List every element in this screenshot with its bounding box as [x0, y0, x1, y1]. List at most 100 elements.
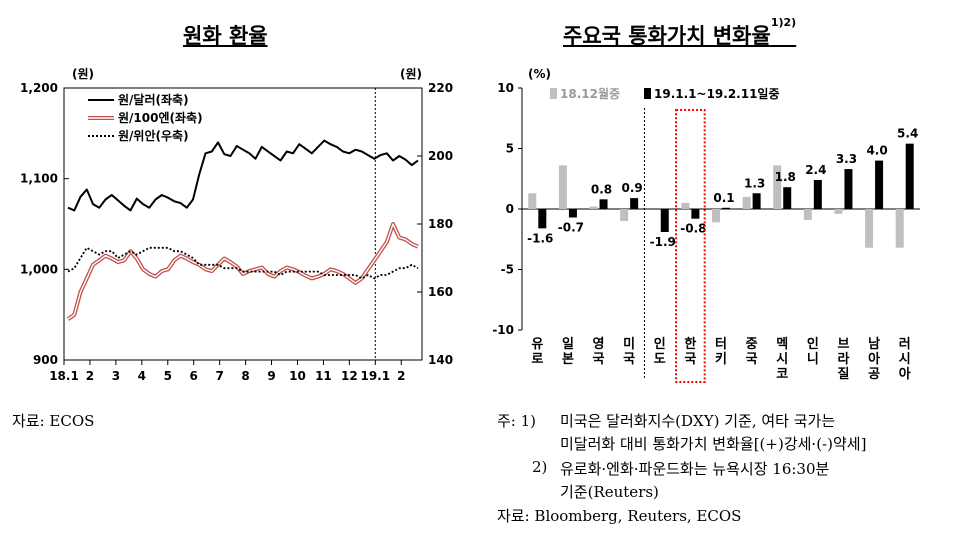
legend-label-black: 19.1.1~19.2.11일중: [654, 87, 780, 101]
bar-value-label-11: 4.0: [866, 144, 887, 158]
bar-gray-12: [895, 209, 904, 248]
left-axis-tick-label: 1,100: [20, 172, 58, 186]
x-axis-tick-label: 6: [190, 369, 198, 383]
x-axis-tick-label: 4: [138, 369, 146, 383]
category-label-7-1: 국: [746, 352, 758, 367]
category-label-2-0: 영: [593, 337, 605, 352]
left-chart-title: 원화 환율: [183, 24, 268, 48]
x-axis-tick-label: 12: [341, 369, 358, 383]
bar-black-1: [568, 209, 577, 218]
category-label-8-0: 멕: [776, 336, 788, 352]
category-label-11-2: 공: [868, 367, 880, 382]
left-axis-tick-label: 1,200: [20, 81, 58, 95]
x-axis-tick-label: 5: [164, 369, 172, 383]
legend-label-2: 원/위안(우축): [118, 128, 189, 143]
category-label-11-0: 남: [868, 336, 880, 352]
legend-swatch-black: [644, 88, 651, 99]
category-label-12-2: 아: [899, 366, 911, 382]
bar-value-label-9: 2.4: [805, 163, 826, 177]
bar-y-axis-tick-label: -5: [501, 263, 514, 277]
left-axis-tick-label: 900: [33, 353, 58, 367]
category-label-9-1: 니: [807, 352, 819, 367]
bar-black-0: [538, 209, 547, 229]
bar-black-9: [813, 179, 822, 209]
bar-black-5: [691, 209, 700, 219]
bar-gray-10: [834, 209, 843, 214]
bar-gray-3: [620, 209, 629, 222]
note-marker-1: 주: 1): [497, 412, 537, 430]
category-label-12-0: 러: [899, 336, 911, 352]
bar-y-axis-tick-label: 10: [497, 81, 514, 95]
bar-y-axis-tick-label: 5: [506, 142, 514, 156]
bar-gray-6: [712, 209, 720, 223]
category-label-8-1: 시: [776, 352, 788, 367]
legend-swatch-gray: [550, 88, 557, 99]
bar-value-label-2: 0.8: [591, 182, 612, 196]
x-axis-tick-label: 10: [289, 369, 306, 383]
legend-label-0: 원/달러(좌축): [118, 92, 189, 107]
right-axis-tick-label: 180: [428, 217, 453, 231]
note-line-3: 2) 유로화·엔화·파운드화는 뉴욕시장 16:30분: [532, 458, 829, 478]
x-axis-tick-label: 3: [112, 369, 120, 383]
category-label-7-0: 중: [746, 337, 758, 352]
category-label-12-1: 시: [899, 352, 911, 367]
bar-value-label-5: -0.8: [680, 222, 706, 236]
right-axis-tick-label: 220: [428, 81, 453, 95]
right-axis-tick-label: 200: [428, 149, 453, 163]
bar-value-label-3: 0.9: [622, 181, 643, 195]
right-chart-title-footnote: 1)2): [770, 16, 797, 29]
right-axis-unit: (원): [400, 67, 422, 81]
category-label-10-0: 브: [837, 337, 849, 352]
left-axis-unit: (원): [72, 67, 94, 81]
category-label-5-1: 국: [684, 352, 696, 367]
series-line-1-inner: [67, 223, 419, 320]
highlight-box: [675, 109, 706, 383]
bar-gray-0: [528, 193, 537, 209]
category-label-0-0: 유: [531, 337, 543, 352]
category-label-3-0: 미: [623, 336, 635, 352]
series-line-2: [67, 246, 419, 280]
category-label-6-0: 터: [715, 336, 727, 352]
bar-black-4: [660, 209, 669, 232]
x-axis-tick-label: 8: [241, 369, 249, 383]
category-label-6-1: 키: [715, 352, 727, 367]
bar-gray-7: [742, 196, 751, 209]
legend-label-gray: 18.12월중: [560, 86, 620, 101]
bar-gray-2: [589, 206, 598, 209]
bar-gray-9: [803, 209, 812, 220]
category-label-10-2: 질: [837, 367, 849, 382]
right-chart-title-text: 주요국 통화가치 변화율: [563, 24, 771, 48]
category-label-9-0: 인: [807, 336, 819, 352]
left-source-note: 자료: ECOS: [12, 412, 95, 430]
bar-black-10: [844, 169, 853, 209]
category-label-4-0: 인: [654, 336, 666, 352]
x-axis-tick-label: 7: [215, 369, 223, 383]
bar-black-3: [630, 198, 639, 209]
bar-value-label-8: 1.8: [775, 170, 796, 184]
bar-black-12: [905, 143, 914, 209]
category-label-1-1: 본: [562, 352, 574, 367]
bar-value-label-12: 5.4: [897, 127, 918, 141]
note-text-3: 유로화·엔화·파운드화는 뉴욕시장 16:30분: [560, 460, 830, 478]
category-label-4-1: 도: [654, 352, 666, 367]
bar-gray-8: [773, 165, 782, 209]
category-label-8-2: 코: [776, 367, 788, 382]
x-axis-tick-label: 2: [86, 369, 94, 383]
bar-y-axis-tick-label: 0: [506, 202, 514, 216]
category-label-1-0: 일: [562, 337, 574, 352]
category-label-3-1: 국: [623, 352, 635, 367]
bar-black-11: [875, 160, 884, 209]
category-label-11-1: 아: [868, 351, 880, 367]
bar-value-label-0: -1.6: [527, 231, 553, 245]
category-label-2-1: 국: [593, 352, 605, 367]
bar-gray-5: [681, 202, 690, 209]
note-line-2: 미달러화 대비 통화가치 변화율[(+)강세·(-)약세]: [560, 435, 867, 453]
right-axis-tick-label: 160: [428, 285, 453, 299]
bar-value-label-1: -0.7: [558, 220, 584, 234]
right-source-note: 자료: Bloomberg, Reuters, ECOS: [497, 507, 742, 525]
category-label-10-1: 라: [837, 351, 849, 367]
bar-black-2: [599, 199, 608, 209]
bar-gray-11: [865, 209, 874, 248]
bar-black-6: [722, 207, 730, 209]
x-axis-tick-label: 11: [315, 369, 332, 383]
